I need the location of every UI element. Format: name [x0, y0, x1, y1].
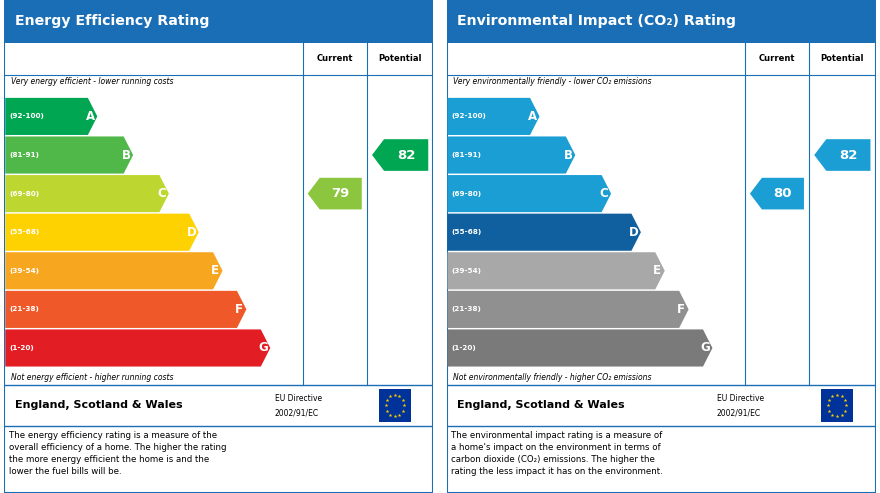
Polygon shape	[5, 175, 169, 212]
Text: (55-68): (55-68)	[10, 229, 40, 235]
Polygon shape	[5, 213, 199, 251]
Text: E: E	[653, 264, 661, 277]
Polygon shape	[814, 139, 870, 171]
Polygon shape	[372, 139, 429, 171]
Polygon shape	[750, 178, 804, 210]
Polygon shape	[447, 213, 641, 251]
Text: G: G	[259, 342, 268, 354]
Text: (1-20): (1-20)	[10, 345, 34, 351]
Polygon shape	[447, 98, 539, 135]
Text: Potential: Potential	[821, 54, 864, 64]
Text: F: F	[677, 303, 685, 316]
Polygon shape	[5, 252, 223, 289]
Polygon shape	[447, 252, 664, 289]
Text: (69-80): (69-80)	[451, 191, 482, 197]
Text: Energy Efficiency Rating: Energy Efficiency Rating	[15, 14, 209, 29]
Bar	[446, 0, 876, 43]
Text: E: E	[211, 264, 219, 277]
Polygon shape	[5, 329, 270, 367]
Polygon shape	[5, 98, 98, 135]
Text: 2002/91/EC: 2002/91/EC	[717, 408, 761, 418]
Text: 80: 80	[774, 187, 792, 200]
Text: The energy efficiency rating is a measure of the
overall efficiency of a home. T: The energy efficiency rating is a measur…	[9, 431, 226, 476]
Text: England, Scotland & Wales: England, Scotland & Wales	[458, 400, 625, 411]
Text: D: D	[629, 226, 639, 239]
Polygon shape	[5, 291, 246, 328]
Text: The environmental impact rating is a measure of
a home's impact on the environme: The environmental impact rating is a mea…	[451, 431, 663, 476]
Text: (92-100): (92-100)	[10, 113, 44, 119]
Text: (81-91): (81-91)	[451, 152, 481, 158]
Text: C: C	[599, 187, 608, 200]
Text: 2002/91/EC: 2002/91/EC	[275, 408, 319, 418]
Bar	[4, 0, 433, 43]
Polygon shape	[308, 178, 362, 210]
Text: (69-80): (69-80)	[10, 191, 40, 197]
Text: (39-54): (39-54)	[10, 268, 40, 274]
Polygon shape	[447, 329, 713, 367]
Polygon shape	[447, 291, 688, 328]
Text: (1-20): (1-20)	[451, 345, 476, 351]
Bar	[821, 389, 853, 422]
Text: C: C	[158, 187, 166, 200]
Text: D: D	[187, 226, 197, 239]
Text: Very environmentally friendly - lower CO₂ emissions: Very environmentally friendly - lower CO…	[453, 77, 651, 86]
Text: (81-91): (81-91)	[10, 152, 40, 158]
Text: Potential: Potential	[378, 54, 422, 64]
Text: Not energy efficient - higher running costs: Not energy efficient - higher running co…	[11, 373, 173, 382]
Text: (55-68): (55-68)	[451, 229, 482, 235]
Text: 82: 82	[840, 148, 857, 162]
Text: B: B	[564, 148, 573, 162]
Text: Not environmentally friendly - higher CO₂ emissions: Not environmentally friendly - higher CO…	[453, 373, 651, 382]
Bar	[378, 389, 411, 422]
Text: (39-54): (39-54)	[451, 268, 481, 274]
Text: England, Scotland & Wales: England, Scotland & Wales	[15, 400, 183, 411]
Text: A: A	[528, 110, 537, 123]
Text: G: G	[700, 342, 711, 354]
Polygon shape	[447, 137, 576, 174]
Text: 79: 79	[332, 187, 350, 200]
Text: Very energy efficient - lower running costs: Very energy efficient - lower running co…	[11, 77, 173, 86]
Text: A: A	[85, 110, 95, 123]
Text: B: B	[121, 148, 130, 162]
Text: (21-38): (21-38)	[10, 306, 40, 313]
Text: (21-38): (21-38)	[451, 306, 481, 313]
Polygon shape	[447, 175, 611, 212]
Text: Current: Current	[317, 54, 353, 64]
Text: Environmental Impact (CO₂) Rating: Environmental Impact (CO₂) Rating	[458, 14, 737, 29]
Polygon shape	[5, 137, 133, 174]
Text: EU Directive: EU Directive	[275, 393, 322, 403]
Text: F: F	[235, 303, 243, 316]
Text: (92-100): (92-100)	[451, 113, 487, 119]
Text: EU Directive: EU Directive	[717, 393, 764, 403]
Text: 82: 82	[397, 148, 415, 162]
Text: Current: Current	[759, 54, 796, 64]
